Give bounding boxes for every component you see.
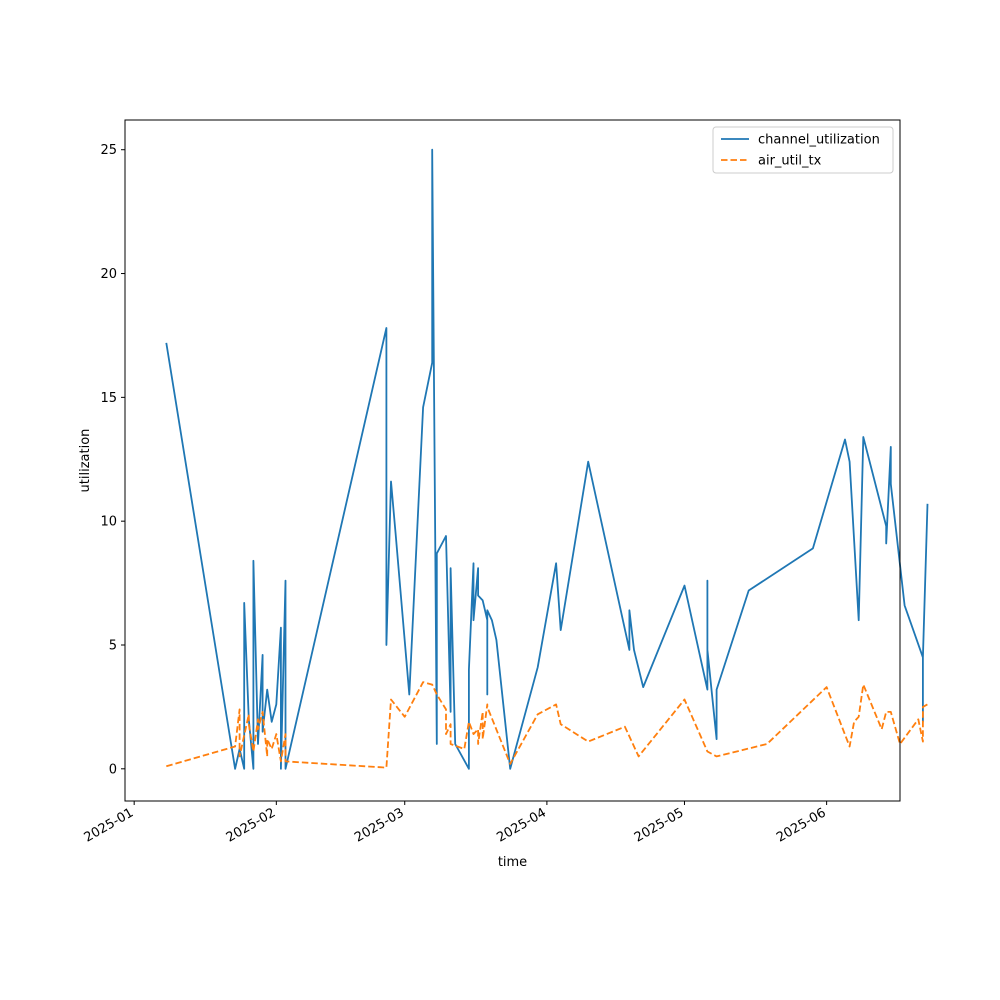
plot-frame [124,119,901,802]
legend-label-air_util_tx: air_util_tx [758,154,822,169]
y-tick-label: 10 [100,515,117,530]
legend: channel_utilization air_util_tx [712,126,894,174]
legend-label-channel_utilization: channel_utilization [758,133,880,148]
y-tick-label: 20 [100,267,117,282]
y-tick-label: 0 [109,762,117,777]
series-line-air_util_tx [166,681,928,769]
y-axis-ticks: 0 5 10 15 20 25 [100,143,125,777]
y-tick-label: 5 [109,638,117,653]
y-tick-label: 15 [100,391,117,406]
y-axis-title: utilization [78,429,93,493]
series-line-channel_utilization [165,148,929,770]
series-layer [165,148,929,770]
y-tick-label: 25 [100,143,117,158]
x-axis-title: time [498,855,527,870]
legend-box [712,126,894,174]
